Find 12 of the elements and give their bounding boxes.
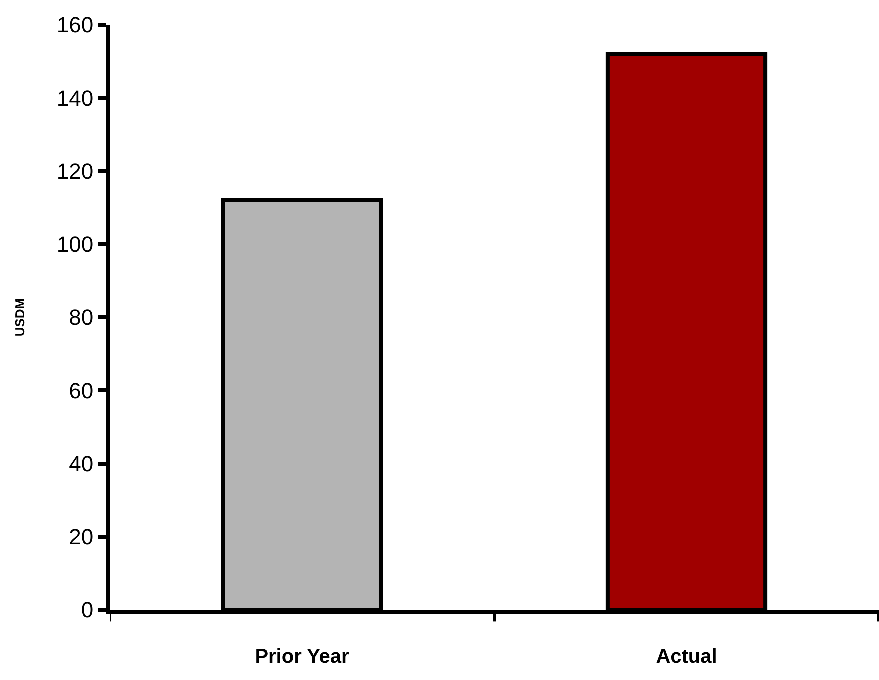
y-tick-label: 140 <box>56 86 94 111</box>
y-tick-label: 120 <box>56 158 94 184</box>
y-tick-label: 160 <box>56 12 94 38</box>
x-tick-label: Prior Year <box>255 646 350 668</box>
y-tick-label: 20 <box>69 524 94 550</box>
y-tick-label: 0 <box>81 598 94 623</box>
x-tick-label: Actual <box>656 646 718 668</box>
y-tick-label: 40 <box>69 451 94 476</box>
y-tick-label: 80 <box>69 305 94 330</box>
y-tick-label: 100 <box>56 232 94 258</box>
y-tick-label: 60 <box>69 378 94 404</box>
y-axis-title: USDM <box>12 298 28 337</box>
